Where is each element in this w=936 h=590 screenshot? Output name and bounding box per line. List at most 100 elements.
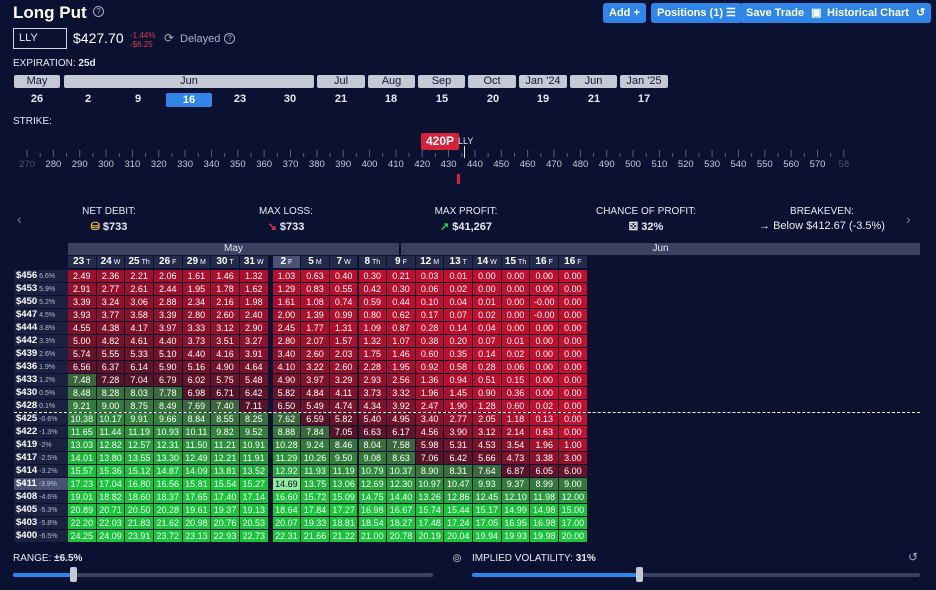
- pl-cell[interactable]: 3.97: [301, 374, 329, 386]
- pl-cell[interactable]: 1.57: [329, 335, 358, 347]
- pl-cell[interactable]: 3.92: [387, 400, 415, 412]
- pl-cell[interactable]: 15.36: [96, 465, 125, 477]
- pl-cell[interactable]: 16.56: [153, 478, 182, 490]
- pl-cell[interactable]: 13.55: [125, 452, 153, 464]
- pl-cell[interactable]: 2.44: [153, 283, 182, 295]
- pl-cell[interactable]: 4.73: [501, 452, 530, 464]
- pl-cell[interactable]: 18.37: [153, 491, 182, 503]
- pl-cell[interactable]: 17.14: [239, 491, 268, 503]
- pl-cell[interactable]: 3.51: [211, 335, 239, 347]
- strike-label-550[interactable]: 550: [756, 159, 773, 170]
- pl-cell[interactable]: 0.00: [559, 335, 587, 347]
- pl-cell[interactable]: 5.33: [125, 348, 153, 360]
- pl-cell[interactable]: 17.27: [329, 504, 358, 516]
- pl-cell[interactable]: 6.37: [96, 361, 125, 373]
- pl-cell[interactable]: 5.49: [301, 400, 329, 412]
- pl-cell[interactable]: 3.12: [211, 322, 239, 334]
- pl-cell[interactable]: 23.91: [125, 530, 153, 542]
- pl-cell[interactable]: 9.91: [125, 413, 153, 425]
- pl-cell[interactable]: 24.25: [68, 530, 96, 542]
- pl-cell[interactable]: 0.28: [473, 361, 501, 373]
- strike-label-410[interactable]: 410: [387, 159, 404, 170]
- pl-cell[interactable]: 22.73: [239, 530, 268, 542]
- strike-label-530[interactable]: 530: [704, 159, 721, 170]
- pl-cell[interactable]: 0.58: [444, 361, 473, 373]
- pl-cell[interactable]: 7.04: [125, 374, 153, 386]
- pl-cell[interactable]: 5.82: [272, 387, 301, 399]
- pl-cell[interactable]: 14.09: [182, 465, 211, 477]
- pl-cell[interactable]: 1.95: [182, 283, 211, 295]
- pl-cell[interactable]: 4.90: [272, 374, 301, 386]
- pl-cell[interactable]: 9.00: [96, 400, 125, 412]
- pl-cell[interactable]: 0.00: [559, 322, 587, 334]
- month-tab-2[interactable]: Jul: [317, 75, 365, 88]
- pl-cell[interactable]: 0.44: [387, 296, 415, 308]
- pl-cell[interactable]: 1.29: [272, 283, 301, 295]
- strike-label-480[interactable]: 480: [572, 159, 589, 170]
- strike-label-370[interactable]: 370: [282, 159, 299, 170]
- pl-cell[interactable]: 8.88: [272, 426, 301, 438]
- pl-cell[interactable]: 20.53: [239, 517, 268, 529]
- pl-cell[interactable]: 12.57: [125, 439, 153, 451]
- pl-cell[interactable]: 2.40: [239, 309, 268, 321]
- pl-cell[interactable]: 3.58: [125, 309, 153, 321]
- pl-cell[interactable]: 16.98: [358, 504, 387, 516]
- pl-cell[interactable]: 0.51: [473, 374, 501, 386]
- pl-cell[interactable]: 0.00: [530, 387, 559, 399]
- pl-cell[interactable]: 2.49: [68, 270, 96, 282]
- pl-cell[interactable]: 1.00: [559, 439, 587, 451]
- pl-cell[interactable]: 2.61: [125, 283, 153, 295]
- pl-cell[interactable]: 4.74: [329, 400, 358, 412]
- pl-cell[interactable]: 3.24: [96, 296, 125, 308]
- pl-cell[interactable]: 5.98: [415, 439, 444, 451]
- pl-cell[interactable]: 0.02: [444, 283, 473, 295]
- pl-cell[interactable]: 1.46: [211, 270, 239, 282]
- pl-cell[interactable]: 1.95: [387, 361, 415, 373]
- pl-cell[interactable]: 0.90: [473, 387, 501, 399]
- pl-cell[interactable]: 10.47: [444, 478, 473, 490]
- pl-cell[interactable]: 8.31: [444, 465, 473, 477]
- ticker-input[interactable]: LLY: [13, 28, 67, 49]
- pl-cell[interactable]: 6.02: [182, 374, 211, 386]
- pl-cell[interactable]: 19.37: [211, 504, 239, 516]
- iv-reset-icon[interactable]: ⊚: [452, 551, 463, 565]
- pl-cell[interactable]: 9.08: [358, 452, 387, 464]
- pl-cell[interactable]: 3.32: [387, 387, 415, 399]
- pl-cell[interactable]: 3.12: [473, 426, 501, 438]
- pl-cell[interactable]: 5.16: [182, 361, 211, 373]
- pl-cell[interactable]: 7.48: [68, 374, 96, 386]
- pl-cell[interactable]: 9.37: [501, 478, 530, 490]
- selected-strike-marker[interactable]: [457, 174, 460, 184]
- pl-cell[interactable]: 0.07: [444, 309, 473, 321]
- pl-cell[interactable]: 12.00: [559, 491, 587, 503]
- strike-label-540[interactable]: 540: [730, 159, 747, 170]
- pl-cell[interactable]: 11.19: [329, 465, 358, 477]
- pl-cell[interactable]: 0.74: [329, 296, 358, 308]
- pl-cell[interactable]: 15.54: [211, 478, 239, 490]
- pl-cell[interactable]: 10.37: [387, 465, 415, 477]
- strike-label-560[interactable]: 560: [783, 159, 800, 170]
- pl-cell[interactable]: 5.82: [329, 413, 358, 425]
- strike-label-490[interactable]: 490: [598, 159, 615, 170]
- pl-cell[interactable]: 4.61: [125, 335, 153, 347]
- strike-label-320[interactable]: 320: [150, 159, 167, 170]
- pl-cell[interactable]: 0.10: [415, 296, 444, 308]
- pl-cell[interactable]: 3.29: [329, 374, 358, 386]
- strike-label-380[interactable]: 380: [308, 159, 325, 170]
- pl-cell[interactable]: 5.40: [358, 413, 387, 425]
- pl-cell[interactable]: 0.30: [387, 283, 415, 295]
- pl-cell[interactable]: 5.00: [68, 335, 96, 347]
- pl-cell[interactable]: 14.99: [501, 504, 530, 516]
- pl-cell[interactable]: 3.38: [530, 452, 559, 464]
- pl-cell[interactable]: 0.40: [329, 270, 358, 282]
- pl-cell[interactable]: 0.28: [415, 322, 444, 334]
- pl-cell[interactable]: 15.72: [301, 491, 329, 503]
- pl-cell[interactable]: 15.27: [239, 478, 268, 490]
- pl-cell[interactable]: 10.97: [415, 478, 444, 490]
- strike-label-300[interactable]: 300: [98, 159, 114, 170]
- pl-cell[interactable]: 0.00: [530, 374, 559, 386]
- pl-cell[interactable]: 16.60: [272, 491, 301, 503]
- pl-cell[interactable]: 8.03: [125, 387, 153, 399]
- pl-cell[interactable]: 14.40: [387, 491, 415, 503]
- pl-cell[interactable]: 11.29: [272, 452, 301, 464]
